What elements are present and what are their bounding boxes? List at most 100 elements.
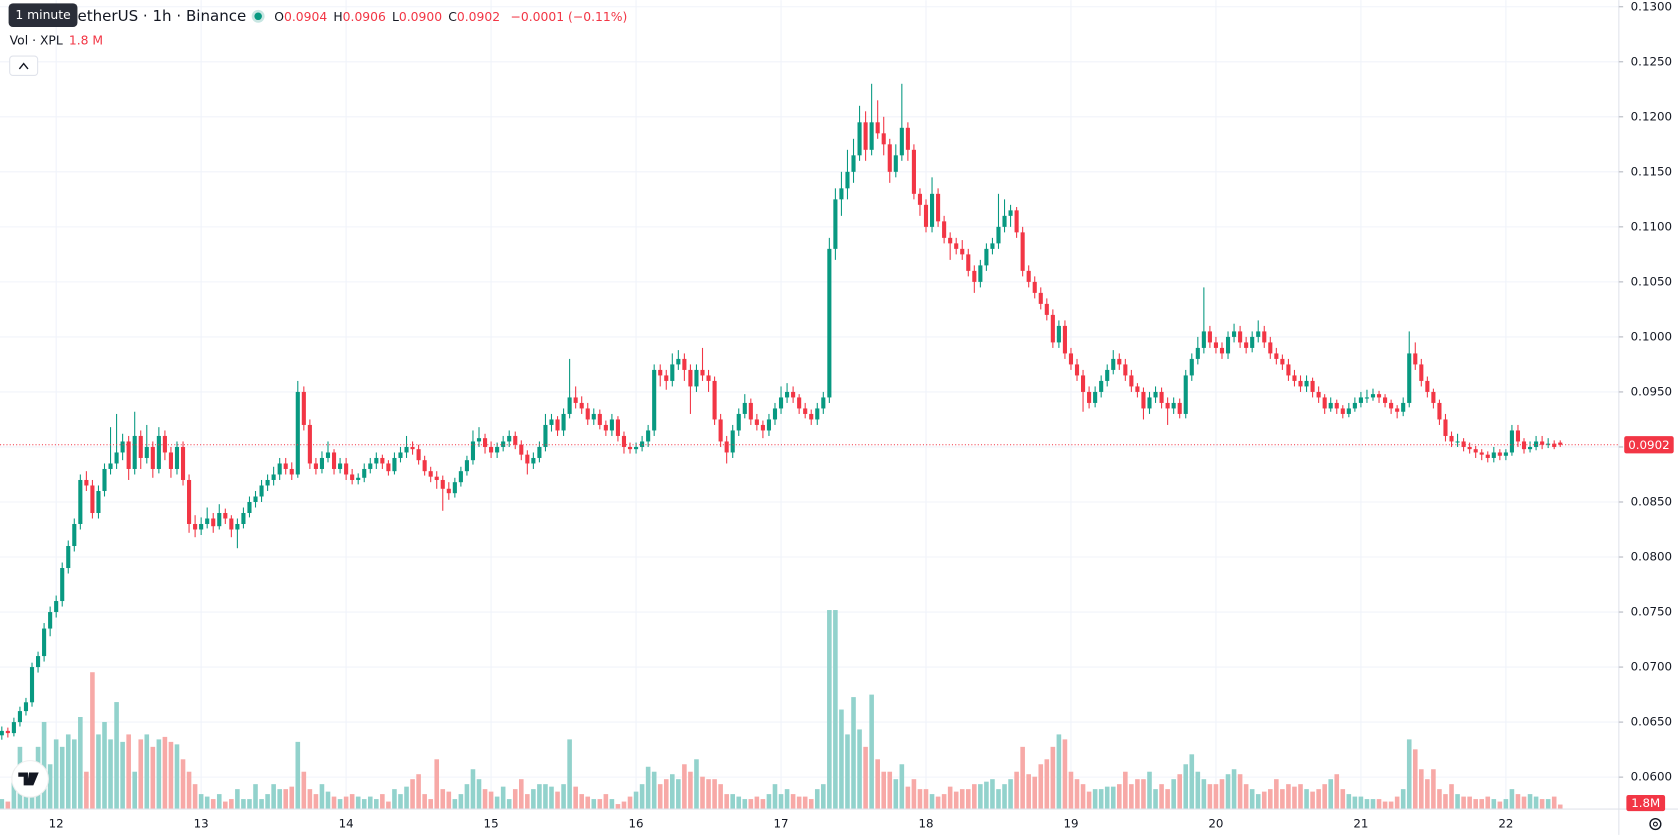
candle-body: [42, 628, 47, 657]
volume-bar: [911, 779, 917, 810]
candle-body: [120, 441, 125, 453]
volume-bar: [1280, 789, 1285, 810]
volume-bar: [410, 779, 415, 810]
volume-bar: [1292, 786, 1297, 810]
candle-body: [1020, 232, 1025, 271]
candle-body: [1376, 394, 1382, 398]
volume-bar: [422, 794, 427, 810]
volume-bar: [706, 779, 711, 810]
candle-body: [857, 122, 862, 156]
volume-bar: [1123, 771, 1128, 810]
volume-bar: [537, 784, 542, 810]
volume-bar: [1455, 794, 1460, 810]
candle-body: [416, 449, 421, 461]
volume-bar: [361, 799, 367, 810]
volume-bar: [277, 789, 282, 810]
volume-bar: [1080, 784, 1086, 810]
volume-bar: [1231, 769, 1237, 810]
candle-body: [307, 424, 312, 464]
collapse-button[interactable]: [9, 55, 39, 76]
volume-bar: [138, 739, 144, 810]
volume-bar: [198, 794, 204, 810]
volume-bar: [1322, 784, 1327, 810]
y-tick-label: 0.1250: [1631, 54, 1672, 68]
volume-bar: [1485, 796, 1491, 810]
candle-body: [760, 424, 765, 431]
volume-bar: [567, 739, 572, 810]
volume-bar: [802, 796, 808, 810]
candle-body: [706, 375, 711, 381]
volume-bar: [984, 781, 989, 810]
volume-bar: [742, 799, 748, 810]
volume-bar: [1304, 789, 1309, 810]
volume-bar: [506, 799, 512, 810]
volume-bar: [1116, 784, 1122, 810]
candle-body: [283, 463, 288, 469]
candle-body: [1473, 449, 1478, 453]
volume-title[interactable]: Vol · XPL: [10, 34, 63, 48]
volume-bar: [289, 786, 295, 810]
candle-body: [1111, 358, 1116, 370]
candle-body: [1183, 375, 1188, 414]
volume-bar: [639, 784, 645, 810]
volume-bar: [821, 784, 826, 810]
candle-body: [1485, 454, 1490, 458]
settings-icon[interactable]: [1649, 818, 1662, 831]
candle-body: [736, 413, 741, 431]
candle-body: [1141, 391, 1146, 409]
x-tick-label: 13: [194, 817, 209, 831]
volume-bar: [367, 796, 373, 810]
candle-body: [380, 457, 385, 464]
volume-bar: [772, 784, 778, 810]
y-tick-label: 0.0650: [1631, 715, 1672, 729]
volume-bar: [1551, 796, 1557, 810]
volume-bar: [603, 794, 609, 810]
volume-bar: [965, 789, 971, 810]
volume-bar: [235, 789, 240, 810]
candle-body: [362, 468, 367, 478]
volume-bar: [271, 784, 276, 810]
candle-body: [839, 188, 844, 200]
volume-bar: [784, 789, 790, 810]
candle-body: [150, 446, 155, 469]
volume-bar: [380, 794, 385, 810]
high-value: 0.0906: [343, 9, 386, 23]
y-tick-label: 0.1050: [1631, 274, 1672, 288]
candle-body: [217, 512, 222, 527]
volume-bar: [996, 789, 1001, 810]
candle-body: [1534, 441, 1539, 447]
volume-bar: [1026, 774, 1031, 810]
candle-body: [766, 419, 772, 431]
candle-body: [470, 441, 476, 461]
logo: [18, 772, 39, 786]
symbol-title[interactable]: etherUS · 1h · Binance: [77, 7, 246, 25]
volume-bar: [108, 739, 113, 810]
candle-body: [223, 512, 228, 519]
candle-body: [507, 435, 512, 442]
candle-body: [1503, 452, 1508, 456]
candle-body: [1213, 342, 1218, 348]
volume-badge-label: 1.8M: [1631, 796, 1660, 810]
volume-bar: [512, 789, 518, 810]
candle-body: [664, 375, 669, 381]
candle-body: [1165, 402, 1170, 409]
volume-bar: [223, 801, 228, 810]
volume-bar: [730, 794, 736, 810]
volume-bar: [0, 799, 5, 810]
candle-body: [187, 479, 192, 524]
volume-bar: [917, 789, 923, 810]
volume-bar: [325, 791, 331, 810]
volume-bar: [1473, 799, 1478, 810]
volume-bar: [621, 801, 627, 810]
candle-body: [513, 435, 518, 445]
volume-bar: [47, 764, 53, 810]
volume-bar: [1328, 779, 1334, 810]
candle-body: [652, 369, 657, 431]
candle-body: [60, 568, 65, 602]
volume-bar: [1050, 746, 1056, 810]
volume-bar: [1129, 784, 1134, 810]
x-tick-label: 18: [918, 817, 933, 831]
candle-body: [1298, 380, 1303, 387]
candle-body: [1316, 391, 1321, 398]
candle-body: [1286, 364, 1291, 376]
